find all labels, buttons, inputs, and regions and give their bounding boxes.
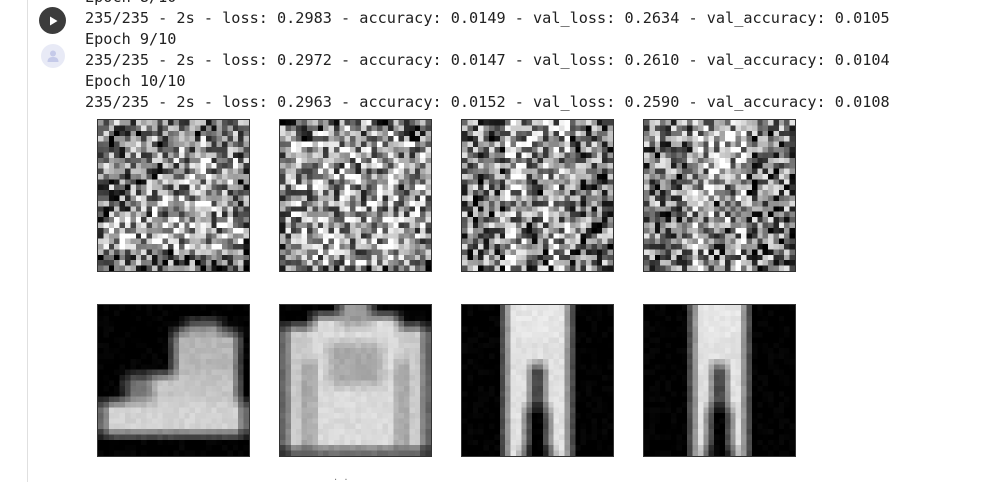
denoised-image-pullover: [279, 304, 432, 457]
noisy-image-pullover: [279, 119, 432, 272]
noisy-image-trouser: [643, 119, 796, 272]
output-figure: [97, 119, 797, 459]
log-line: 235/235 - 2s - loss: 0.2963 - accuracy: …: [85, 93, 890, 111]
output-resize-handle[interactable]: · ·: [334, 475, 350, 482]
output-toggle-button[interactable]: [41, 44, 65, 68]
noisy-image-trouser: [461, 119, 614, 272]
log-line: 235/235 - 2s - loss: 0.2983 - accuracy: …: [85, 9, 890, 27]
log-line: Epoch 10/10: [85, 72, 186, 90]
noisy-image-ankle-boot: [97, 119, 250, 272]
log-line: 235/235 - 2s - loss: 0.2972 - accuracy: …: [85, 51, 890, 69]
run-cell-button[interactable]: [39, 7, 66, 34]
denoised-image-ankle-boot: [97, 304, 250, 457]
denoised-image-trouser: [461, 304, 614, 457]
cell-gutter: [0, 0, 28, 482]
log-line: Epoch 9/10: [85, 30, 177, 48]
denoised-image-trouser: [643, 304, 796, 457]
play-icon: [49, 16, 57, 25]
output-toggle-icon: [47, 50, 59, 62]
log-line: Epoch 8/10: [85, 0, 890, 8]
